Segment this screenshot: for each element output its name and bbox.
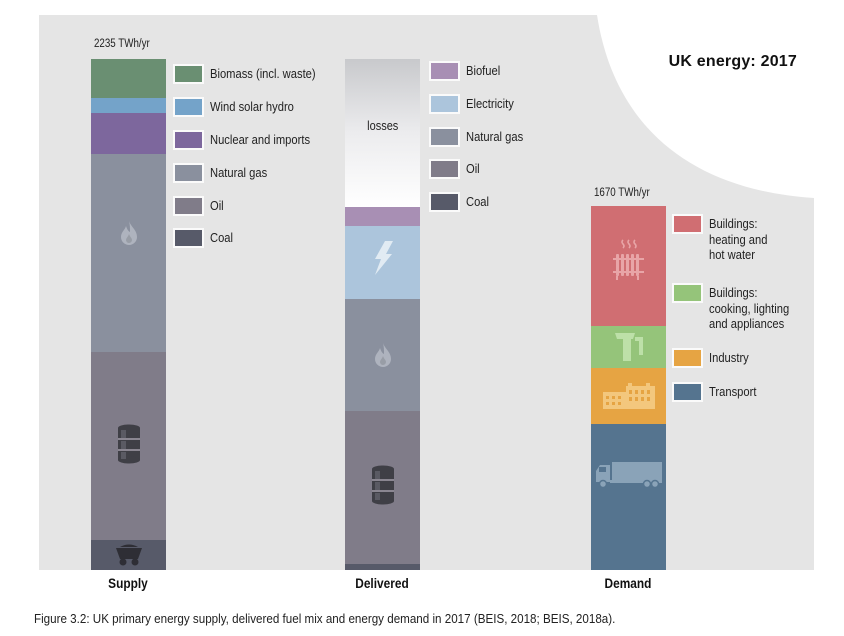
bar-segment-nuclear-and-imports: [91, 113, 166, 155]
legend-swatch: [173, 130, 204, 150]
demand-total-label: 1670 TWh/yr: [594, 187, 650, 199]
bar-segment-transport: [591, 424, 666, 570]
legend-item-oil: Oil: [173, 196, 226, 216]
legend-label: Biofuel: [466, 63, 501, 78]
legend-label: Oil: [210, 198, 224, 213]
flame-icon: [118, 220, 140, 246]
legend-item-buildings-heating-and-hot-water: Buildings: heating and hot water: [672, 214, 777, 263]
legend-label: Buildings: cooking, lighting and appliance…: [709, 285, 790, 331]
factory-icon: [602, 382, 656, 410]
legend-swatch: [173, 97, 204, 117]
legend-swatch: [173, 228, 204, 248]
flame-icon: [372, 342, 394, 368]
oil-barrel-icon: [116, 424, 142, 464]
legend-item-wind-solar-hydro: Wind solar hydro: [173, 97, 308, 117]
legend-item-transport: Transport: [672, 382, 764, 402]
bar-segment-coal: [345, 563, 420, 570]
bar-segment-buildings-heating-and-hot-water: [591, 206, 666, 327]
bar-segment-industry: [591, 368, 666, 425]
legend-label: Wind solar hydro: [210, 99, 294, 114]
legend-swatch: [429, 94, 460, 114]
radiator-icon: [612, 238, 646, 282]
legend-item-buildings-cooking-lighting-and-appliances: Buildings: cooking, lighting and appliance…: [672, 283, 802, 332]
bar-segment-wind-solar-hydro: [91, 98, 166, 114]
legend-label: Buildings: heating and hot water: [709, 216, 768, 262]
legend-item-biomass-incl-waste: Biomass (incl. waste): [173, 64, 333, 84]
legend-item-oil: Oil: [429, 159, 482, 179]
legend-label: Transport: [709, 384, 757, 399]
legend-item-coal: Coal: [173, 228, 237, 248]
legend-label: Coal: [466, 194, 490, 209]
bar-segment-electricity: [345, 225, 420, 299]
legend-swatch: [173, 163, 204, 183]
legend-label: Coal: [210, 230, 234, 245]
legend-swatch: [672, 214, 703, 234]
bar-segment-biofuel: [345, 206, 420, 226]
legend-label: Biomass (incl. waste): [210, 66, 316, 81]
legend-swatch: [429, 61, 460, 81]
legend-item-nuclear-and-imports: Nuclear and imports: [173, 130, 326, 150]
legend-swatch: [672, 348, 703, 368]
bar-segment-coal: [91, 540, 166, 570]
legend-label: Industry: [709, 350, 749, 365]
legend-label: Nuclear and imports: [210, 132, 311, 147]
legend-item-natural-gas: Natural gas: [429, 127, 532, 147]
legend-swatch: [429, 192, 460, 212]
bar-supply: [91, 59, 166, 570]
lightning-icon: [371, 240, 395, 276]
legend-swatch: [672, 382, 703, 402]
category-label-demand: Demand: [604, 576, 652, 591]
bar-delivered: losses: [345, 59, 420, 570]
category-label-supply: Supply: [108, 576, 148, 591]
background-curve: [597, 15, 814, 198]
bar-segment-natural-gas: [345, 298, 420, 411]
coal-cart-icon: [114, 543, 144, 567]
kettle-icon: [611, 331, 647, 363]
bar-segment-natural-gas: [91, 154, 166, 353]
category-label-delivered: Delivered: [355, 576, 409, 591]
bar-segment-biomass-incl-waste: [91, 59, 166, 99]
legend-swatch: [429, 159, 460, 179]
figure-caption: Figure 3.2: UK primary energy supply, de…: [34, 612, 616, 626]
bar-segment-losses: losses: [345, 59, 420, 207]
truck-icon: [594, 461, 664, 489]
bar-segment-oil: [91, 352, 166, 541]
chart-title: UK energy: 2017: [668, 53, 797, 70]
legend-item-coal: Coal: [429, 192, 493, 212]
legend-label: Electricity: [466, 96, 514, 111]
bar-segment-oil: [345, 410, 420, 564]
legend-swatch: [173, 196, 204, 216]
legend-item-biofuel: Biofuel: [429, 61, 506, 81]
legend-swatch: [173, 64, 204, 84]
legend-item-industry: Industry: [672, 348, 755, 368]
oil-barrel-icon: [370, 465, 396, 505]
legend-swatch: [429, 127, 460, 147]
legend-swatch: [672, 283, 703, 303]
bar-demand: [591, 206, 666, 570]
bar-segment-buildings-cooking-lighting-and-appliances: [591, 326, 666, 369]
legend-label: Natural gas: [210, 165, 268, 180]
legend-item-electricity: Electricity: [429, 94, 522, 114]
legend-label: Oil: [466, 161, 480, 176]
losses-label: losses: [366, 118, 399, 133]
supply-total-label: 2235 TWh/yr: [94, 38, 150, 50]
legend-item-natural-gas: Natural gas: [173, 163, 276, 183]
legend-label: Natural gas: [466, 129, 524, 144]
